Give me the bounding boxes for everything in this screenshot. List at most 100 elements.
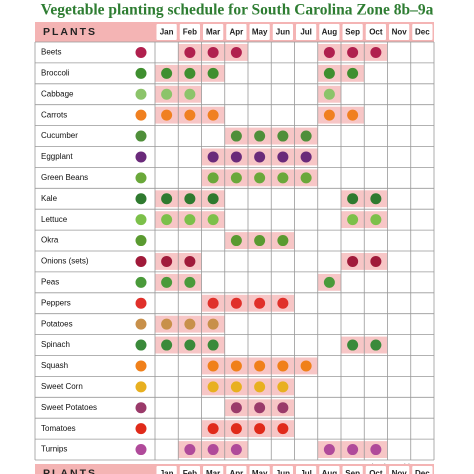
planting-icon	[230, 172, 242, 184]
planting-icon	[277, 381, 289, 393]
planting-icon	[207, 339, 219, 351]
month-label: Aug	[322, 469, 338, 474]
planting-icon	[207, 46, 219, 58]
month-label: Oct	[369, 28, 383, 37]
month-label: Nov	[392, 28, 408, 37]
planting-icon	[207, 67, 219, 79]
plant-name: Turnips	[41, 445, 67, 454]
planting-icon	[207, 297, 219, 309]
plant-name: Spinach	[41, 340, 70, 349]
month-cell	[249, 24, 270, 40]
month-cell	[365, 466, 386, 474]
plant-name: Sweet Potatoes	[41, 403, 97, 412]
planting-icon	[254, 402, 266, 414]
planting-icon	[207, 360, 219, 372]
month-cell	[272, 24, 293, 40]
month-cell	[365, 24, 386, 40]
plant-name: Okra	[41, 236, 59, 245]
month-cell	[156, 24, 177, 40]
planting-icon	[207, 381, 219, 393]
planting-icon	[370, 46, 382, 58]
planting-icon	[161, 255, 173, 267]
month-label: Oct	[369, 469, 383, 474]
plant-icon	[135, 151, 147, 163]
planting-icon	[370, 193, 382, 205]
planting-icon	[184, 67, 196, 79]
planting-icon	[207, 109, 219, 121]
planting-icon	[230, 151, 242, 163]
month-cell	[319, 24, 340, 40]
plant-icon	[135, 381, 147, 393]
planting-icon	[184, 318, 196, 330]
planting-icon	[184, 255, 196, 267]
month-label: Sep	[345, 469, 360, 474]
month-cell	[319, 466, 340, 474]
month-label: Jan	[160, 469, 174, 474]
month-cell	[272, 466, 293, 474]
month-label: Apr	[229, 469, 243, 474]
planting-icon	[184, 193, 196, 205]
planting-icon	[230, 297, 242, 309]
plant-icon	[135, 318, 147, 330]
plant-name: Beets	[41, 48, 61, 57]
planting-icon	[323, 88, 335, 100]
month-label: Sep	[345, 28, 360, 37]
plant-name: Lettuce	[41, 215, 68, 224]
planting-icon	[184, 214, 196, 226]
planting-icon	[161, 88, 173, 100]
month-label: Mar	[206, 469, 220, 474]
plant-icon	[135, 423, 147, 435]
plant-name: Kale	[41, 194, 58, 203]
plant-icon	[135, 109, 147, 121]
month-label: May	[252, 28, 268, 37]
planting-icon	[184, 339, 196, 351]
month-label: May	[252, 469, 268, 474]
planting-icon	[161, 318, 173, 330]
month-cell	[412, 24, 433, 40]
month-cell	[412, 466, 433, 474]
plant-icon	[135, 402, 147, 414]
planting-icon	[161, 193, 173, 205]
plant-name: Potatoes	[41, 319, 73, 328]
month-cell	[156, 466, 177, 474]
planting-icon	[277, 151, 289, 163]
planting-icon	[370, 255, 382, 267]
planting-icon	[323, 444, 335, 456]
planting-icon	[323, 109, 335, 121]
plant-name: Cabbage	[41, 89, 74, 98]
month-label: Aug	[322, 28, 338, 37]
plant-icon	[135, 235, 147, 247]
month-cell	[342, 466, 363, 474]
planting-icon	[207, 214, 219, 226]
month-label: Apr	[229, 28, 243, 37]
planting-icon	[254, 151, 266, 163]
planting-icon	[347, 255, 359, 267]
planting-icon	[370, 339, 382, 351]
planting-icon	[230, 444, 242, 456]
planting-icon	[277, 423, 289, 435]
planting-icon	[323, 46, 335, 58]
planting-icon	[254, 381, 266, 393]
planting-icon	[370, 214, 382, 226]
month-cell	[203, 466, 224, 474]
planting-icon	[161, 339, 173, 351]
planting-icon	[230, 235, 242, 247]
planting-icon	[184, 109, 196, 121]
planting-icon	[230, 130, 242, 142]
planting-icon	[347, 193, 359, 205]
planting-icon	[161, 109, 173, 121]
planting-icon	[254, 297, 266, 309]
month-label: Jul	[300, 469, 312, 474]
plant-icon	[135, 360, 147, 372]
plant-icon	[135, 130, 147, 142]
planting-icon	[300, 151, 312, 163]
plant-name: Onions (sets)	[41, 257, 89, 266]
planting-icon	[184, 276, 196, 288]
planting-icon	[370, 444, 382, 456]
planting-icon	[161, 276, 173, 288]
plant-icon	[135, 46, 147, 58]
planting-icon	[230, 423, 242, 435]
plant-name: Sweet Corn	[41, 382, 83, 391]
plant-name: Carrots	[41, 110, 67, 119]
